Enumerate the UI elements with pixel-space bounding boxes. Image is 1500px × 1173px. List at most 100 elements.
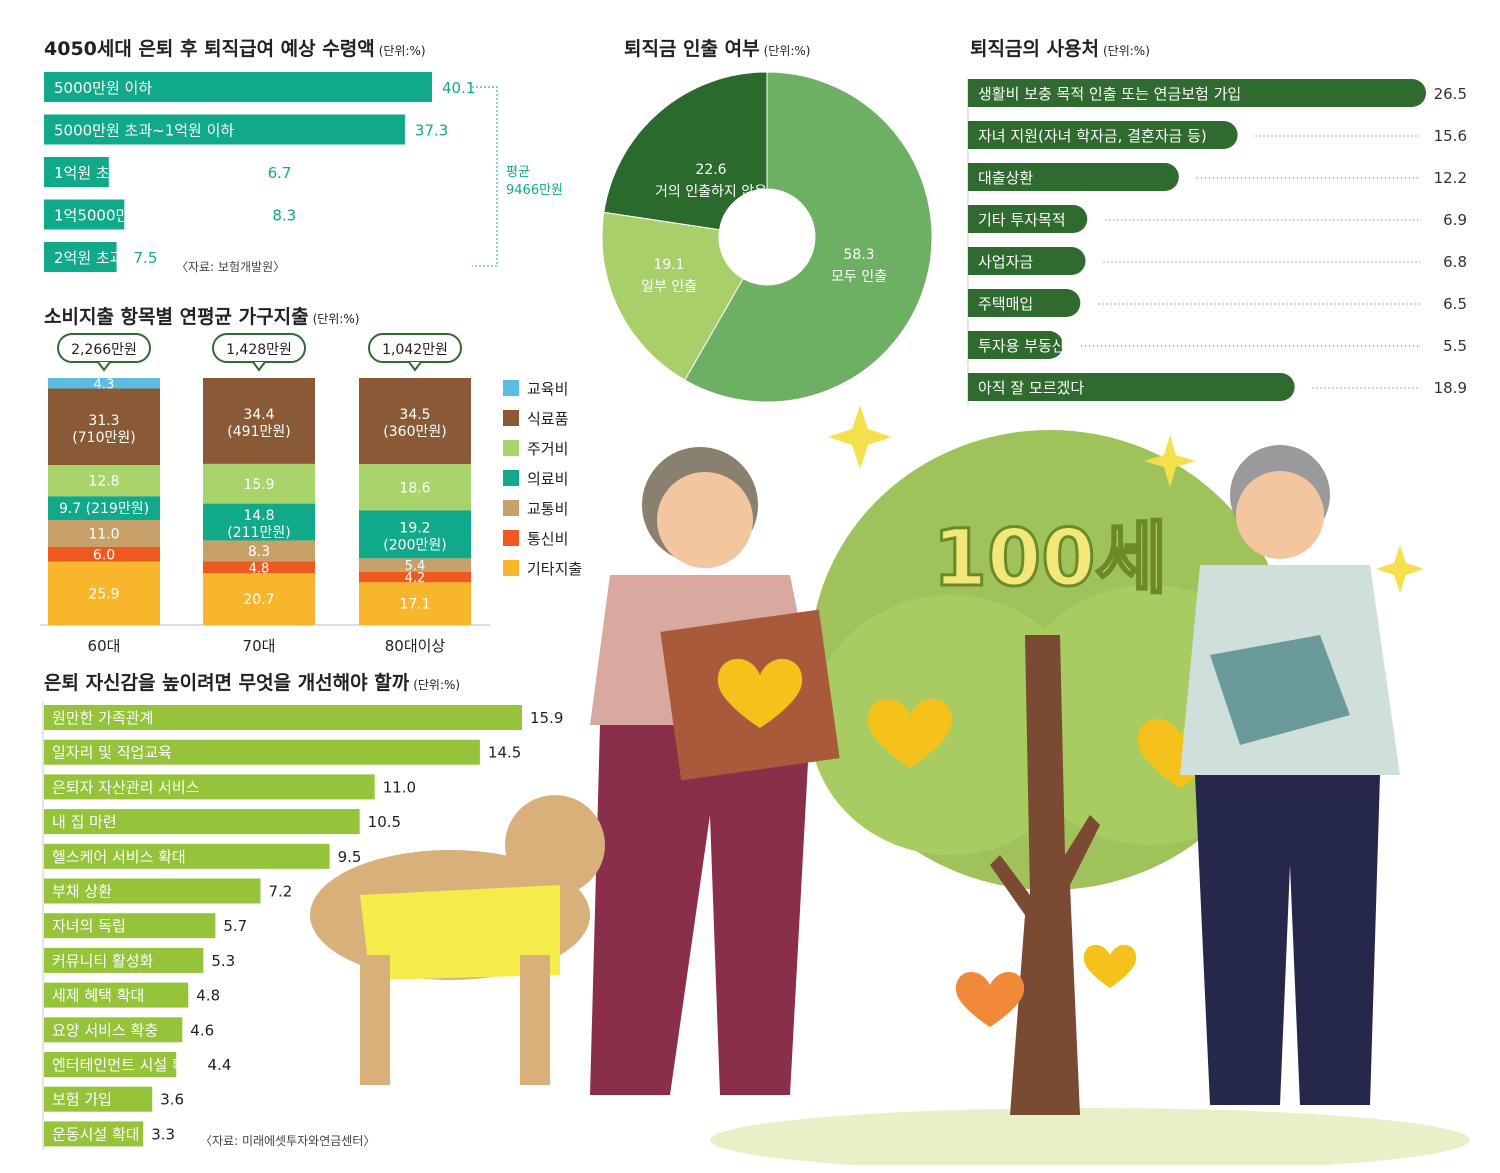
payout-category: 1억원 초과~1억5000만원 이하	[54, 164, 258, 182]
confidence-bar	[44, 878, 261, 904]
usage-category: 투자용 부동산 매입	[978, 337, 1098, 355]
stack-bubble-tail	[97, 361, 111, 372]
confidence-source: 〈자료: 미래에셋투자와연금센터〉	[200, 1134, 376, 1148]
usage-bar	[968, 373, 1295, 401]
spending-title: 소비지출 항목별 연평균 가구지출 (단위:%)	[44, 306, 360, 328]
confidence-title: 은퇴 자신감을 높이려면 무엇을 개선해야 할까 (단위:%)	[44, 672, 461, 694]
stack-label: 19.2	[399, 520, 430, 536]
stack-segment	[48, 496, 160, 521]
confidence-bar	[44, 739, 480, 765]
confidence-value: 10.5	[368, 813, 401, 831]
stack-label: 8.3	[248, 544, 270, 560]
usage-bar	[968, 121, 1238, 149]
confidence-category: 일자리 및 직업교육	[52, 744, 172, 762]
confidence-category: 보험 가입	[52, 1091, 112, 1109]
flower-icon	[955, 972, 1025, 1027]
usage-category: 자녀 지원(자녀 학자금, 결혼자금 등)	[978, 127, 1207, 145]
usage-value: 5.5	[1443, 337, 1467, 355]
withdrawal-chart: 58.3 모두 인출 19.1 일부 인출 22.6 거의 인출하지 않음	[601, 71, 933, 403]
usage-chart: 생활비 보충 목적 인출 또는 연금보험 가입 26.5 자녀 지원(자녀 학자금,…	[967, 78, 1467, 405]
stack-segment	[359, 558, 471, 572]
legend-swatch	[503, 560, 519, 576]
confidence-value: 4.6	[190, 1021, 214, 1039]
stack-segment	[48, 378, 160, 389]
confidence-category: 커뮤니티 활성화	[52, 952, 154, 970]
stack-sublabel: (360만원)	[383, 424, 446, 440]
payout-bar	[44, 72, 432, 102]
stack-segment	[359, 464, 471, 511]
pie-value: 22.6	[695, 162, 726, 178]
usage-category: 대출상환	[978, 169, 1033, 187]
payout-bracket	[472, 86, 498, 267]
stack-total: 1,428만원	[226, 342, 292, 358]
confidence-bar	[44, 1052, 177, 1077]
withdrawal-title: 퇴직금 인출 여부 (단위:%)	[624, 38, 811, 60]
stack-sublabel: (200만원)	[383, 537, 446, 553]
stack-category: 80대이상	[385, 637, 446, 655]
confidence-bar	[44, 1086, 153, 1112]
usage-bar-cap	[968, 79, 988, 107]
usage-bar	[968, 247, 1086, 275]
usage-bar-cap	[968, 373, 988, 401]
stack-sublabel: (211만원)	[227, 525, 290, 541]
legend-label: 교통비	[527, 500, 568, 518]
usage-value: 6.5	[1443, 295, 1467, 313]
confidence-category: 부채 상환	[52, 883, 112, 901]
stack-segment	[359, 510, 471, 559]
payout-chart: 5000만원 이하 40.1 5000만원 초과~1억원 이하 37.3 1억원 초과~…	[44, 72, 563, 272]
tree-trunk	[990, 635, 1100, 1115]
usage-value: 26.5	[1434, 85, 1467, 103]
payout-value: 8.3	[272, 207, 296, 225]
stack-label: 15.9	[243, 477, 274, 493]
confidence-bar	[44, 1121, 144, 1147]
stack-label: 31.3	[88, 413, 119, 429]
usage-bar-cap	[968, 247, 988, 275]
stack-segment	[203, 540, 315, 562]
pie-slice	[603, 71, 768, 231]
confidence-category: 자녀의 독립	[52, 917, 126, 935]
pie-label: 모두 인출	[831, 269, 887, 285]
usage-title: 퇴직금의 사용처 (단위:%)	[970, 38, 1150, 60]
stack-label: 20.7	[243, 592, 274, 608]
legend-swatch	[503, 440, 519, 456]
usage-bar	[968, 79, 1426, 107]
usage-value: 12.2	[1434, 169, 1467, 187]
stack-segment	[203, 561, 315, 574]
stack-label: 25.9	[88, 586, 119, 602]
confidence-category: 엔터테인먼트 시설 확대	[52, 1056, 200, 1074]
stack-segment	[48, 465, 160, 497]
stack-bubble-tail	[408, 361, 422, 372]
legend-label: 기타지출	[527, 560, 582, 578]
stack-label: 34.4	[243, 407, 274, 423]
usage-bar	[968, 163, 1179, 191]
legend-label: 의료비	[527, 470, 568, 488]
usage-bar-cap	[968, 289, 988, 317]
payout-category: 5000만원 이하	[54, 79, 152, 97]
confidence-category: 헬스케어 서비스 확대	[52, 848, 186, 866]
pie-label: 일부 인출	[641, 279, 697, 295]
stack-category: 70대	[243, 637, 276, 655]
stack-label: 4.3	[94, 377, 115, 392]
payout-category: 5000만원 초과~1억원 이하	[54, 122, 234, 140]
pie-value: 19.1	[653, 257, 684, 273]
payout-value: 6.7	[268, 164, 292, 182]
stack-segment	[48, 561, 160, 625]
usage-bar	[968, 331, 1064, 359]
usage-value: 6.8	[1443, 253, 1467, 271]
stack-segment	[48, 546, 160, 562]
confidence-bar	[44, 1017, 183, 1043]
confidence-value: 14.5	[488, 744, 521, 762]
confidence-category: 세제 혜택 확대	[52, 987, 144, 1005]
usage-bar-cap	[968, 331, 988, 359]
pie-slice	[601, 211, 744, 381]
stack-sublabel: (491만원)	[227, 424, 290, 440]
confidence-bar	[44, 982, 189, 1008]
confidence-value: 3.3	[151, 1125, 175, 1143]
illustration: 100세	[310, 405, 1470, 1165]
confidence-category: 내 집 마련	[52, 813, 117, 831]
confidence-bar	[44, 843, 330, 869]
usage-bar-cap	[968, 205, 988, 233]
stack-label: 9.7 (219만원)	[59, 501, 149, 517]
stack-segment	[359, 582, 471, 625]
heart-icon	[867, 698, 953, 768]
